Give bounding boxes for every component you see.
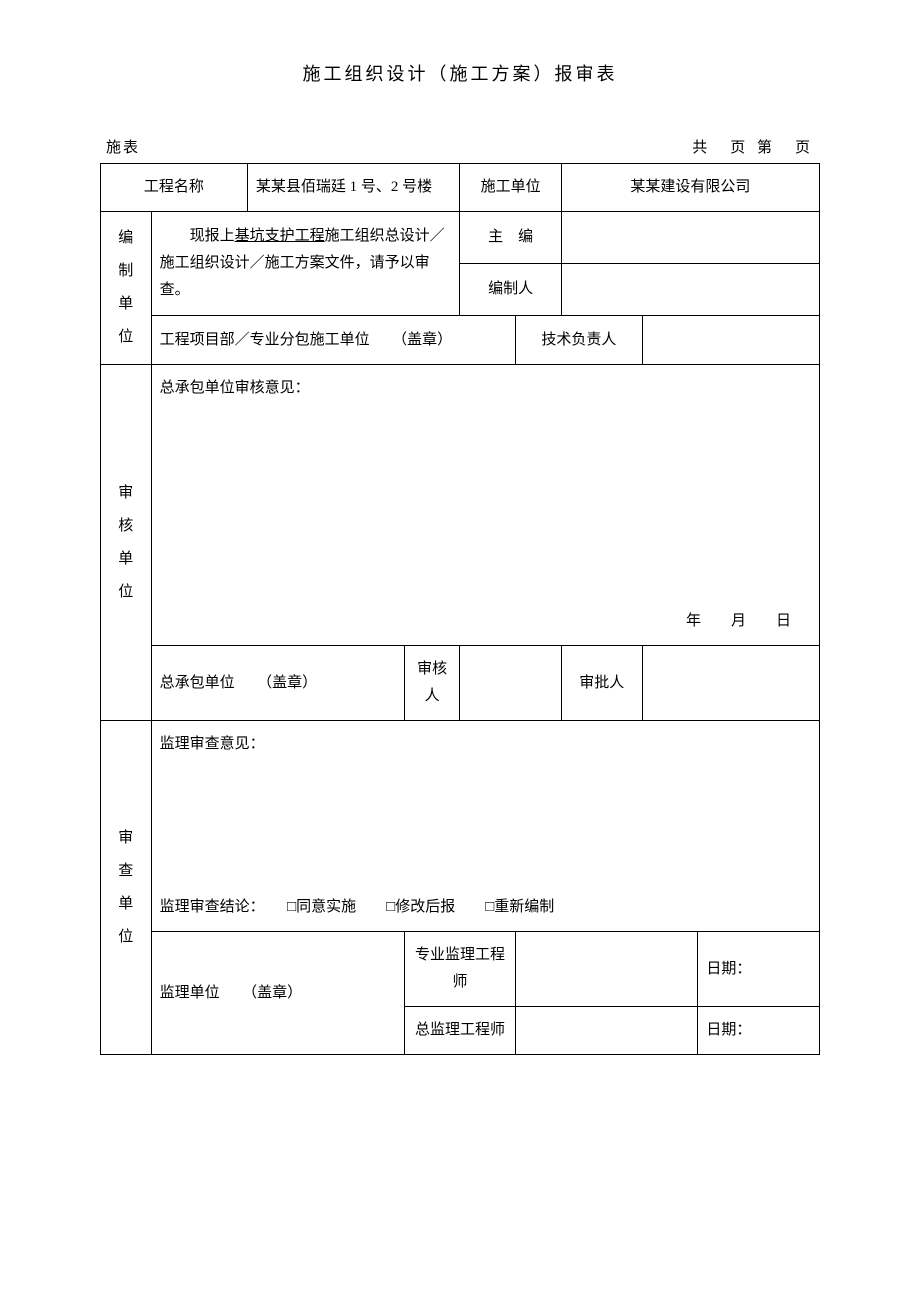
review-date-line: 年 月 日	[160, 608, 811, 635]
row-review-1: 审核单位 总承包单位审核意见： 年 月 日	[101, 365, 820, 646]
form-table: 工程名称 某某县佰瑞廷 1 号、2 号楼 施工单位 某某建设有限公司 编制单位 …	[100, 163, 820, 1055]
spec-eng-label: 专业监理工程师	[404, 932, 515, 1007]
compile-footer-left: 工程项目部／专业分包施工单位 （盖章）	[151, 316, 516, 365]
chief-eng-value	[516, 1007, 698, 1055]
row-supervise-2: 监理单位 （盖章） 专业监理工程师 日期：	[101, 932, 820, 1007]
date-label-2: 日期：	[698, 1007, 820, 1055]
date-label-1: 日期：	[698, 932, 820, 1007]
supervise-conclusion: 监理审查结论： □同意实施 □修改后报 □重新编制	[160, 894, 811, 921]
header-row: 施表 共 页 第 页	[100, 136, 820, 157]
header-right: 共 页 第 页	[692, 136, 814, 157]
reviewer-value	[460, 646, 561, 721]
chief-editor-label: 主 编	[460, 212, 561, 264]
row-review-2: 总承包单位 （盖章） 审核人 审批人	[101, 646, 820, 721]
spec-eng-value	[516, 932, 698, 1007]
reviewer-label: 审核人	[404, 646, 460, 721]
review-opinion-cell: 总承包单位审核意见： 年 月 日	[151, 365, 819, 646]
construction-unit-label: 施工单位	[460, 164, 561, 212]
compile-body: 现报上基坑支护工程施工组织总设计／施工组织设计／施工方案文件，请予以审查。	[151, 212, 460, 316]
row-project: 工程名称 某某县佰瑞廷 1 号、2 号楼 施工单位 某某建设有限公司	[101, 164, 820, 212]
project-name-value: 某某县佰瑞廷 1 号、2 号楼	[247, 164, 460, 212]
construction-unit-value: 某某建设有限公司	[561, 164, 819, 212]
supervise-footer-left: 监理单位 （盖章）	[151, 932, 404, 1055]
review-opinion-text: 总承包单位审核意见：	[160, 375, 811, 402]
row-compile-3: 工程项目部／专业分包施工单位 （盖章） 技术负责人	[101, 316, 820, 365]
supervise-unit-label: 审查单位	[101, 721, 152, 1055]
approver-label: 审批人	[561, 646, 642, 721]
compiler-label: 编制人	[460, 264, 561, 316]
chief-eng-label: 总监理工程师	[404, 1007, 515, 1055]
supervise-opinion-text: 监理审查意见：	[160, 731, 811, 758]
review-footer-left: 总承包单位 （盖章）	[151, 646, 404, 721]
project-name-label: 工程名称	[101, 164, 248, 212]
tech-leader-value	[642, 316, 819, 365]
compiler-value	[561, 264, 819, 316]
tech-leader-label: 技术负责人	[516, 316, 643, 365]
document-title: 施工组织设计（施工方案）报审表	[100, 60, 820, 86]
chief-editor-value	[561, 212, 819, 264]
compile-unit-label: 编制单位	[101, 212, 152, 365]
row-compile-1: 编制单位 现报上基坑支护工程施工组织总设计／施工组织设计／施工方案文件，请予以审…	[101, 212, 820, 264]
row-supervise-1: 审查单位 监理审查意见： 监理审查结论： □同意实施 □修改后报 □重新编制	[101, 721, 820, 932]
supervise-opinion-cell: 监理审查意见： 监理审查结论： □同意实施 □修改后报 □重新编制	[151, 721, 819, 932]
header-left: 施表	[106, 136, 140, 157]
review-unit-label: 审核单位	[101, 365, 152, 721]
approver-value	[642, 646, 819, 721]
